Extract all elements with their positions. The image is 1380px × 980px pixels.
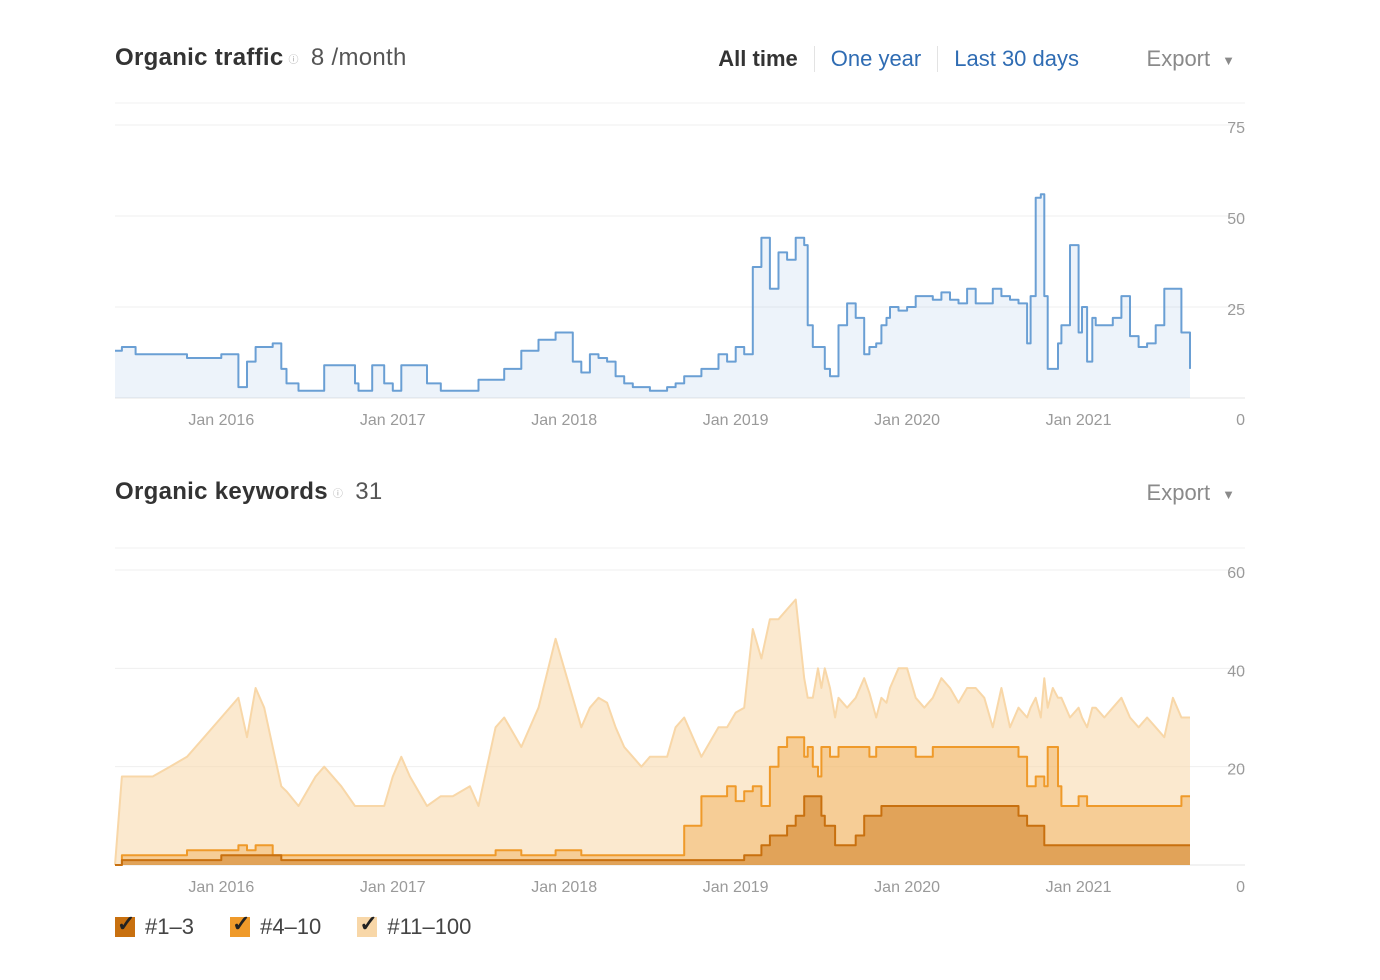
legend-item-top3[interactable]: ✓ #1–3 [115, 911, 194, 939]
series-line[interactable] [115, 193, 1191, 392]
series-area [115, 737, 1190, 865]
y-tick-label: 25 [1227, 302, 1245, 319]
y-tick-label: 0 [1236, 412, 1245, 429]
keywords-legend: ✓ #1–3 ✓ #4–10 ✓ #11–100 [115, 911, 501, 940]
range-one-year[interactable]: One year [813, 46, 938, 72]
caret-down-icon: ▼ [1222, 486, 1235, 502]
check-icon: ✓ [359, 911, 378, 936]
y-tick-label: 60 [1227, 565, 1245, 582]
x-tick-label: Jan 2016 [188, 412, 254, 429]
y-tick-label: 20 [1227, 762, 1245, 779]
series-area [115, 796, 1190, 865]
caret-down-icon: ▼ [1222, 52, 1235, 68]
checkbox[interactable]: ✓ [115, 911, 135, 937]
legend-item-top100[interactable]: ✓ #11–100 [357, 911, 472, 939]
check-icon: ✓ [117, 911, 136, 936]
x-tick-label: Jan 2018 [531, 879, 597, 896]
y-tick-label: 40 [1227, 663, 1245, 680]
keywords-title: Organic keywords ⓘ 31 [115, 478, 383, 505]
keywords-value: 31 [355, 478, 383, 505]
series-area [115, 194, 1190, 398]
range-last-30-days[interactable]: Last 30 days [937, 46, 1095, 72]
info-icon[interactable]: ⓘ [288, 55, 299, 67]
info-icon[interactable]: ⓘ [332, 489, 344, 501]
x-tick-label: Jan 2017 [360, 412, 426, 429]
x-tick-label: Jan 2017 [360, 879, 426, 896]
x-tick-label: Jan 2020 [874, 879, 940, 896]
series-line[interactable] [115, 736, 1190, 866]
series-line[interactable] [115, 795, 1190, 866]
x-tick-label: Jan 2019 [703, 412, 769, 429]
traffic-header: Organic traffic ⓘ 8 /month All time One yea… [115, 44, 1245, 84]
x-tick-label: Jan 2020 [874, 412, 940, 429]
traffic-value: 8 /month [310, 44, 407, 71]
keywords-export-button[interactable]: Export ▼ [1146, 480, 1235, 505]
legend-item-top10[interactable]: ✓ #4–10 [230, 911, 322, 939]
x-tick-label: Jan 2019 [703, 879, 769, 896]
checkbox[interactable]: ✓ [357, 911, 378, 937]
x-tick-label: Jan 2018 [531, 412, 597, 429]
keywords-chart: 0 20 40 60 Jan 2016 Jan 2017 Jan 2018 Jan 2019 J… [114, 547, 1245, 896]
checkbox[interactable]: ✓ [230, 911, 251, 937]
x-tick-label: Jan 2016 [188, 879, 254, 896]
y-tick-label: 0 [1236, 879, 1245, 896]
traffic-title: Organic traffic ⓘ 8 /month [115, 44, 407, 71]
series-line[interactable] [114, 598, 1190, 866]
range-selector: All time One year Last 30 days [702, 46, 1095, 72]
x-tick-label: Jan 2021 [1046, 412, 1112, 429]
traffic-chart: 0 25 50 75 Jan 2016 Jan 2017 Jan 2018 Jan 2019 J… [115, 102, 1245, 429]
keywords-header: Organic keywords ⓘ 31 Export ▼ [115, 478, 1245, 518]
check-icon: ✓ [232, 911, 251, 936]
y-tick-label: 75 [1227, 120, 1245, 137]
range-all-time[interactable]: All time [718, 46, 798, 71]
y-tick-label: 50 [1227, 211, 1245, 228]
traffic-export-button[interactable]: Export ▼ [1146, 46, 1235, 71]
series-area [115, 599, 1190, 865]
x-tick-label: Jan 2021 [1046, 879, 1112, 896]
